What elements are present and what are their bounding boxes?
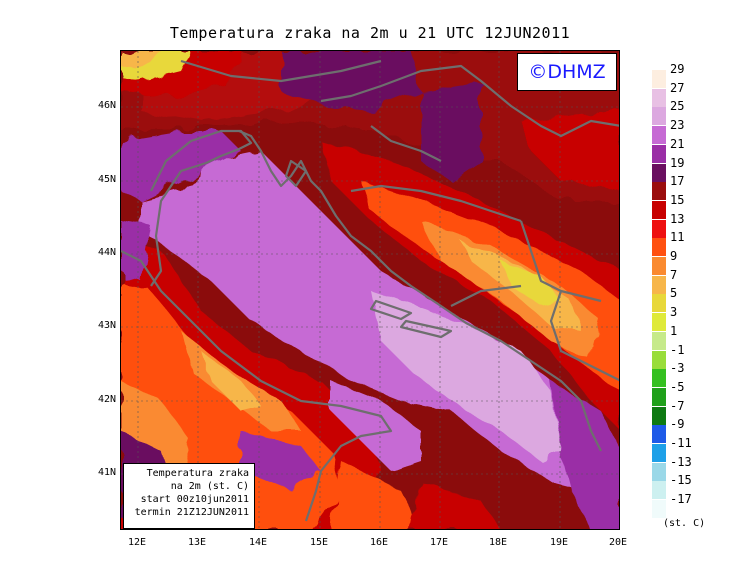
info-box: Temperatura zraka na 2m (st. C) start 00… xyxy=(123,463,255,529)
legend-label: -17 xyxy=(670,492,692,506)
legend-label: -7 xyxy=(670,399,685,413)
legend-swatch xyxy=(652,425,666,443)
legend-label: 29 xyxy=(670,62,685,76)
legend-label: 25 xyxy=(670,99,685,113)
legend-label: 5 xyxy=(670,286,678,300)
legend-label: 9 xyxy=(670,249,678,263)
legend-swatch xyxy=(652,388,666,406)
lat-label-41n: 41N xyxy=(97,467,116,478)
legend-swatch xyxy=(652,164,666,182)
legend-swatch xyxy=(652,238,666,256)
legend-label: -13 xyxy=(670,455,692,469)
info-line-4: termin 21Z12JUN2011 xyxy=(134,507,249,518)
legend-swatch xyxy=(652,220,666,238)
legend-swatch xyxy=(652,463,666,481)
legend-label: -9 xyxy=(670,417,685,431)
lon-label-16e: 16E xyxy=(369,537,389,548)
legend-label: 3 xyxy=(670,305,678,319)
legend-swatch xyxy=(652,257,666,275)
legend-label: -3 xyxy=(670,361,685,375)
legend-swatch xyxy=(652,107,666,125)
legend-label: 11 xyxy=(670,230,685,244)
legend-label: 7 xyxy=(670,268,678,282)
legend-swatch xyxy=(652,407,666,425)
legend-swatch xyxy=(652,351,666,369)
legend-swatch xyxy=(652,294,666,312)
legend-swatch xyxy=(652,145,666,163)
lon-label-12e: 12E xyxy=(127,537,147,548)
legend-swatch xyxy=(652,500,666,518)
temperature-field xyxy=(121,51,619,529)
legend-label: -15 xyxy=(670,473,692,487)
legend-label: 19 xyxy=(670,156,685,170)
legend-label: 21 xyxy=(670,137,685,151)
legend-unit: (st. C) xyxy=(663,518,706,529)
legend-label: 27 xyxy=(670,81,685,95)
legend-swatch xyxy=(652,313,666,331)
legend-swatch xyxy=(652,332,666,350)
temperature-map: ©DHMZ Temperatura zraka na 2m (st. C) st… xyxy=(120,50,620,530)
legend-swatch xyxy=(652,369,666,387)
legend-swatch xyxy=(652,444,666,462)
legend-label: 17 xyxy=(670,174,685,188)
lat-label-46n: 46N xyxy=(97,100,116,111)
lon-label-17e: 17E xyxy=(429,537,449,548)
legend-swatch xyxy=(652,276,666,294)
legend-swatch xyxy=(652,70,666,88)
legend-label: -11 xyxy=(670,436,692,450)
legend-label: -1 xyxy=(670,343,685,357)
legend-label: 13 xyxy=(670,212,685,226)
lat-label-44n: 44N xyxy=(97,247,116,258)
lat-label-45n: 45N xyxy=(97,174,116,185)
lon-label-14e: 14E xyxy=(248,537,268,548)
lon-label-19e: 19E xyxy=(549,537,569,548)
legend-swatch xyxy=(652,126,666,144)
legend-swatch xyxy=(652,89,666,107)
legend-swatch xyxy=(652,182,666,200)
legend-swatch xyxy=(652,201,666,219)
map-title: Temperatura zraka na 2m u 21 UTC 12JUN20… xyxy=(169,24,571,42)
dhmz-logo: ©DHMZ xyxy=(517,53,617,91)
info-line-2: na 2m (st. C) xyxy=(170,481,249,492)
legend-label: 1 xyxy=(670,324,678,338)
lon-label-13e: 13E xyxy=(187,537,207,548)
lat-label-42n: 42N xyxy=(97,394,116,405)
lat-label-43n: 43N xyxy=(97,320,116,331)
info-line-3: start 00z10jun2011 xyxy=(140,494,249,505)
lon-label-18e: 18E xyxy=(488,537,508,548)
lon-label-20e: 20E xyxy=(608,537,628,548)
info-line-1: Temperatura zraka xyxy=(146,468,249,479)
lon-label-15e: 15E xyxy=(309,537,329,548)
legend-label: 15 xyxy=(670,193,685,207)
legend-label: -5 xyxy=(670,380,685,394)
legend-label: 23 xyxy=(670,118,685,132)
legend-swatch xyxy=(652,481,666,499)
